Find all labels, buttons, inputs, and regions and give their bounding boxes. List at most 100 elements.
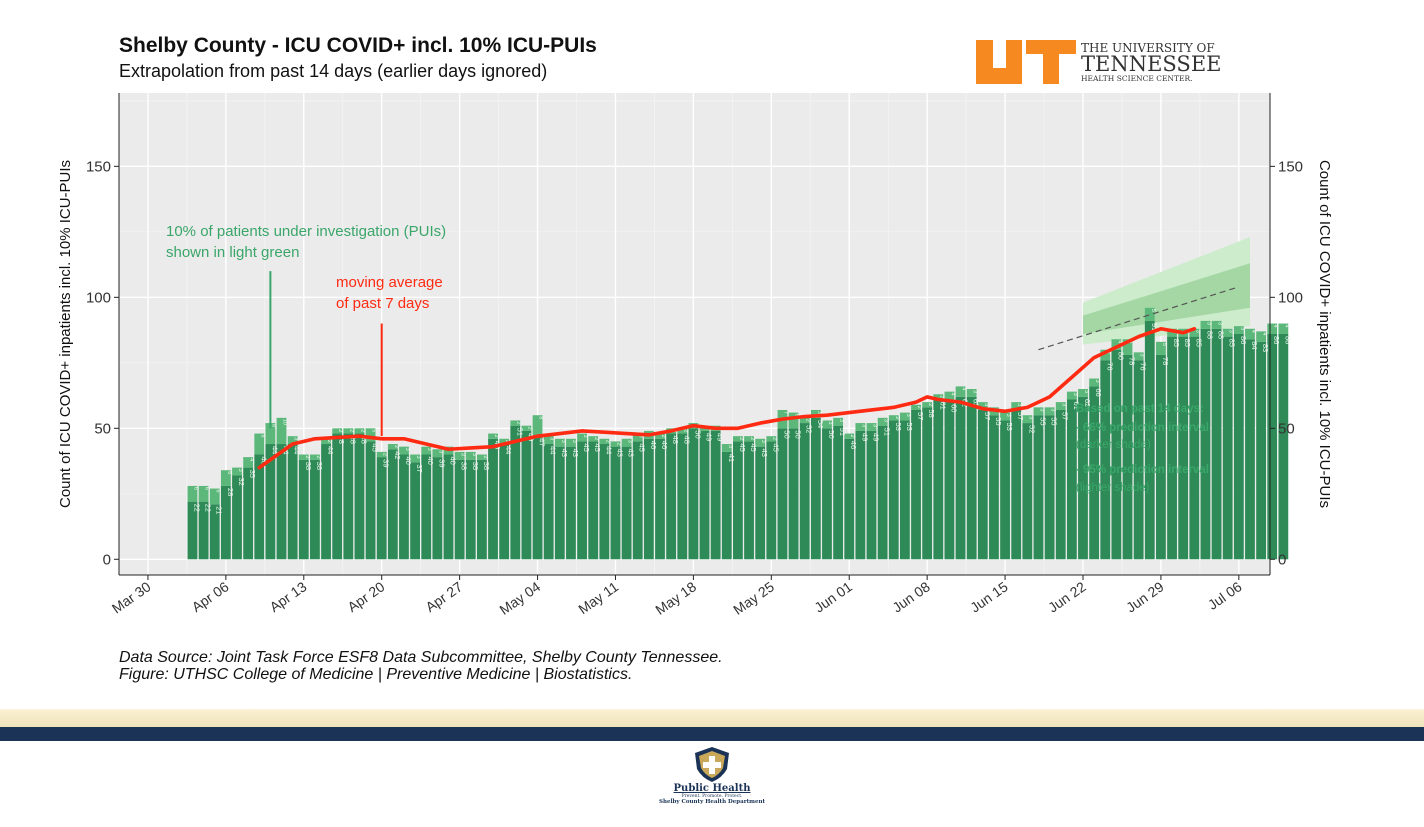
pui-value-label: 2 bbox=[916, 406, 922, 409]
bar-confirmed bbox=[610, 446, 621, 560]
bar-confirmed bbox=[1278, 334, 1289, 560]
footer-gold-band bbox=[0, 709, 1424, 727]
ut-line-1: THE UNIVERSITY OF bbox=[1081, 41, 1215, 55]
bar-confirmed bbox=[1122, 354, 1133, 560]
bar-confirmed bbox=[265, 444, 276, 560]
bar-confirmed bbox=[944, 402, 955, 560]
bar-value-label: 51 bbox=[883, 428, 892, 436]
bar-value-label: 85 bbox=[1172, 339, 1181, 347]
pui-value-label: 3 bbox=[404, 448, 410, 451]
pui-value-label: 4 bbox=[1116, 340, 1122, 343]
bar-value-label: 45 bbox=[771, 443, 780, 451]
bar-pui bbox=[1167, 328, 1177, 337]
x-tick-label: Jun 15 bbox=[967, 578, 1011, 615]
bar-value-label: 61 bbox=[1072, 401, 1081, 409]
bar-value-label: 85 bbox=[1228, 339, 1237, 347]
bar-confirmed bbox=[655, 438, 665, 560]
pui-value-label: 3 bbox=[1027, 416, 1033, 419]
bar-confirmed bbox=[588, 441, 599, 560]
bar-pui bbox=[621, 438, 632, 447]
pui-value-label: 2 bbox=[849, 435, 855, 438]
bar-pui bbox=[410, 454, 420, 463]
x-tick-label: Jun 22 bbox=[1045, 578, 1089, 615]
bar-pui bbox=[499, 438, 510, 445]
public-health-dept: Shelby County Health Department bbox=[659, 799, 765, 805]
bar-pui bbox=[810, 409, 821, 418]
bar-confirmed bbox=[666, 433, 677, 560]
bar-pui bbox=[866, 423, 877, 431]
bar-pui bbox=[220, 470, 231, 486]
bar-confirmed bbox=[298, 459, 309, 560]
bar-confirmed bbox=[1256, 341, 1266, 560]
bar-confirmed bbox=[1267, 334, 1278, 560]
bar-confirmed bbox=[488, 438, 498, 560]
bar-confirmed bbox=[866, 430, 877, 560]
bar-confirmed bbox=[710, 430, 721, 560]
y-axis-title-left: Count of ICU COVID+ inpatients incl. 10%… bbox=[57, 160, 74, 508]
pui-value-label: 3 bbox=[415, 456, 421, 459]
bar-confirmed bbox=[777, 428, 788, 560]
bar-value-label: 46 bbox=[649, 441, 658, 449]
pui-value-label: 2 bbox=[526, 427, 532, 430]
bar-pui bbox=[766, 436, 777, 442]
x-tick-label: Jun 01 bbox=[811, 578, 855, 615]
bar-confirmed bbox=[677, 433, 688, 560]
bar-confirmed bbox=[977, 409, 988, 560]
pui-value-label: 3 bbox=[560, 440, 566, 443]
bar-value-label: 45 bbox=[749, 443, 758, 451]
bar-pui bbox=[298, 454, 309, 460]
bar-value-label: 45 bbox=[593, 443, 602, 451]
pui-value-label: 2 bbox=[493, 435, 499, 438]
bar-confirmed bbox=[499, 444, 510, 560]
pui-value-label: 2 bbox=[326, 440, 332, 443]
bar-confirmed bbox=[365, 441, 376, 560]
bar-pui bbox=[1278, 323, 1289, 334]
moving-average-annotation-text: moving average bbox=[336, 274, 443, 291]
bar-value-label: 50 bbox=[827, 430, 836, 438]
pui-value-label: 2 bbox=[304, 456, 310, 459]
bar-pui bbox=[1211, 320, 1222, 329]
ut-health-science-center-logo: THE UNIVERSITY OF TENNESSEE HEALTH SCIEN… bbox=[976, 40, 1221, 84]
bar-value-label: 42 bbox=[393, 451, 402, 459]
pui-value-label: 6 bbox=[192, 487, 198, 490]
public-health-tagline: Prevent. Promote. Protect. bbox=[681, 794, 743, 799]
pui-value-label: 5 bbox=[371, 429, 377, 432]
bar-value-label: 48 bbox=[359, 436, 368, 444]
ut-mark-icon bbox=[976, 40, 1076, 84]
pui-value-label: 3 bbox=[293, 437, 299, 440]
bar-pui bbox=[610, 441, 621, 447]
bar-value-label: 48 bbox=[682, 436, 691, 444]
x-tick-label: Apr 06 bbox=[189, 578, 232, 615]
y-tick-label-left: 0 bbox=[103, 551, 111, 568]
bar-value-label: 57 bbox=[983, 412, 992, 420]
bar-pui bbox=[510, 420, 521, 426]
bar-pui bbox=[354, 428, 365, 434]
bar-value-label: 43 bbox=[560, 449, 569, 457]
bar-value-label: 43 bbox=[615, 449, 624, 457]
bar-confirmed bbox=[310, 459, 320, 560]
data-source-line-2: Figure: UTHSC College of Medicine | Prev… bbox=[119, 666, 633, 683]
bar-confirmed bbox=[566, 446, 576, 560]
pui-value-label: 4 bbox=[248, 458, 254, 461]
bar-confirmed bbox=[354, 433, 365, 560]
bar-value-label: 47 bbox=[538, 438, 547, 446]
pui-value-label: 2 bbox=[393, 445, 399, 448]
moving-average-annotation-text: of past 7 days bbox=[336, 295, 429, 312]
bar-confirmed bbox=[888, 420, 899, 560]
bar-confirmed bbox=[254, 454, 265, 560]
pui-value-label: 3 bbox=[983, 403, 989, 406]
x-tick-label: Apr 13 bbox=[267, 578, 310, 615]
bar-confirmed bbox=[220, 485, 231, 560]
bar-value-label: 83 bbox=[1261, 344, 1270, 352]
bar-value-label: 45 bbox=[638, 443, 647, 451]
pui-value-label: 2 bbox=[482, 456, 488, 459]
pui-value-label: 8 bbox=[259, 435, 265, 438]
bar-pui bbox=[1144, 307, 1155, 321]
chart-title: Shelby County - ICU COVID+ incl. 10% ICU… bbox=[119, 34, 597, 57]
bar-value-label: 44 bbox=[604, 446, 613, 454]
pui-value-label: 6 bbox=[226, 471, 232, 474]
x-tick-label: May 11 bbox=[575, 578, 621, 617]
bar-value-label: 53 bbox=[1005, 422, 1014, 430]
bar-pui bbox=[721, 444, 732, 452]
